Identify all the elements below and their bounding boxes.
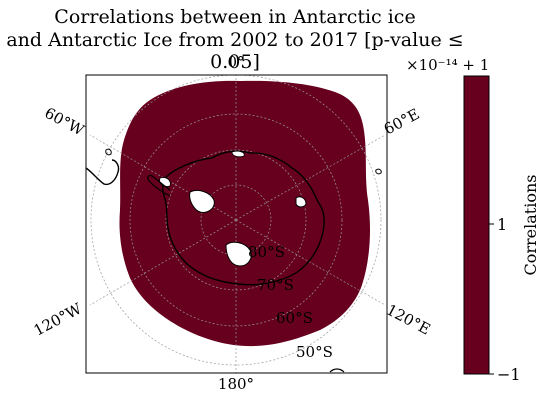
correlation-field bbox=[119, 80, 371, 347]
map-frame bbox=[85, 74, 388, 374]
meridian-label-120w: 120°W bbox=[31, 299, 85, 339]
colorbar-tick-label-1: 1 bbox=[497, 215, 507, 234]
meridian-label-180: 180° bbox=[218, 375, 254, 393]
southern-island bbox=[329, 368, 345, 373]
antarctica-coastline bbox=[161, 150, 325, 286]
kerguelen-island bbox=[375, 168, 382, 175]
latitude-label-60s: 60°S bbox=[276, 309, 313, 327]
south-america-island bbox=[105, 148, 112, 156]
meridian-label-60w: 60°W bbox=[42, 104, 88, 140]
colorbar bbox=[463, 75, 490, 375]
colorbar-label: Correlations bbox=[521, 175, 540, 276]
ross-ice-shelf bbox=[225, 241, 252, 267]
latitude-label-50s: 50°S bbox=[296, 343, 333, 361]
amery-ice-shelf bbox=[295, 196, 307, 208]
antarctic-peninsula bbox=[147, 174, 171, 197]
meridian-label-0: 0° bbox=[227, 53, 244, 71]
map-title-line1: Correlations between in Antarctic ice bbox=[54, 6, 416, 28]
weddell-ice-shelf bbox=[189, 189, 215, 213]
latitude-label-80s: 80°S bbox=[248, 243, 285, 261]
south-america-coastline bbox=[86, 159, 120, 186]
map-title-line2: and Antarctic Ice from 2002 to 2017 [p-v… bbox=[6, 29, 464, 73]
colorbar-tick-label-minus1: −1 bbox=[497, 365, 521, 384]
colorbar-offset-text: ×10⁻¹⁴ + 1 bbox=[406, 56, 489, 74]
latitude-label-70s: 70°S bbox=[257, 276, 294, 294]
meridian-label-120e: 120°E bbox=[383, 301, 433, 339]
coastal-ice-patch bbox=[231, 150, 245, 158]
